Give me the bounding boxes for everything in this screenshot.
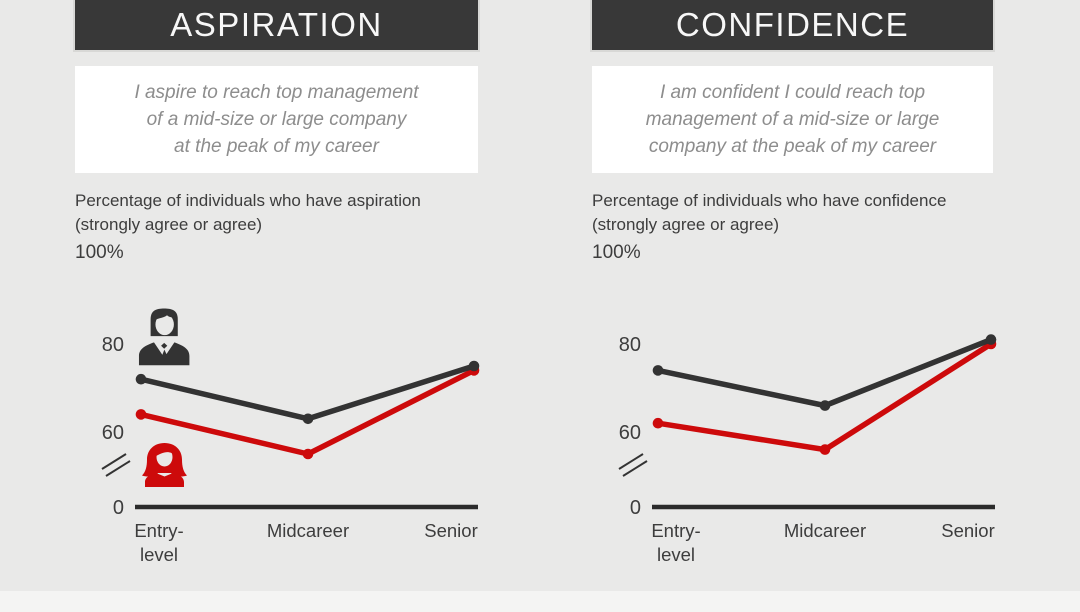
y-axis-tick-label: 0	[113, 497, 124, 519]
man-icon	[138, 308, 190, 366]
y-axis-tick-label: 80	[102, 334, 124, 356]
axis-break-icon	[622, 460, 648, 477]
men-series-point	[302, 413, 314, 425]
confidence-chart: 80 60 0 Entry-level Midcareer Senior	[618, 334, 997, 565]
men-series-point	[985, 334, 997, 345]
aspiration-subtitle: Percentage of individuals who have aspir…	[75, 191, 421, 234]
confidence-title: CONFIDENCE	[675, 6, 910, 43]
confidence-subtitle: Percentage of individuals who have confi…	[592, 191, 947, 234]
men-series-point	[819, 400, 831, 411]
aspiration-header-bar: ASPIRATION	[75, 0, 478, 50]
axis-break-icon	[618, 453, 644, 470]
aspiration-y-axis-top-label: 100%	[75, 242, 124, 263]
confidence-quote-box: I am confident I could reach top managem…	[592, 66, 993, 173]
confidence-y-axis-top-label: 100%	[592, 242, 641, 263]
men-series-point	[468, 360, 480, 372]
aspiration-title: ASPIRATION	[170, 6, 383, 43]
aspiration-quote-box: I aspire to reach top management of a mi…	[75, 66, 478, 173]
footer-strip	[0, 591, 1080, 612]
axis-break-icon	[101, 453, 127, 470]
y-axis-tick-label: 60	[102, 422, 124, 444]
x-axis-tick-label: Midcareer	[267, 520, 349, 541]
x-axis-tick-label: level	[140, 544, 178, 565]
x-axis-tick-label: Midcareer	[784, 520, 866, 541]
x-axis-tick-label: Entry-	[134, 520, 183, 541]
axis-break-icon	[105, 460, 131, 477]
men-series-point	[135, 373, 147, 385]
x-axis-tick-label: level	[657, 544, 695, 565]
y-axis-tick-label: 80	[619, 334, 641, 356]
aspiration-chart: 80 60 0 Entry-level Midcareer Senior	[101, 308, 480, 565]
confidence-header-bar: CONFIDENCE	[592, 0, 993, 50]
men-series-line	[140, 363, 475, 422]
y-axis-tick-label: 60	[619, 422, 641, 444]
men-series-point	[652, 365, 664, 376]
x-axis-tick-label: Entry-	[651, 520, 700, 541]
women-series-point	[819, 444, 831, 455]
confidence-quote-text: I am confident I could reach top managem…	[645, 82, 940, 157]
panel-aspiration: ASPIRATION I aspire to reach top managem…	[75, 0, 480, 612]
women-series-point	[302, 448, 314, 460]
women-series-point	[135, 409, 147, 420]
y-axis-tick-label: 0	[630, 497, 641, 519]
aspiration-quote-text: I aspire to reach top management of a mi…	[134, 82, 419, 157]
women-series-point	[652, 417, 664, 429]
panel-confidence: CONFIDENCE I am confident I could reach …	[592, 0, 997, 612]
woman-icon	[142, 443, 187, 487]
x-axis-tick-label: Senior	[941, 520, 994, 541]
x-axis-tick-label: Senior	[424, 520, 477, 541]
